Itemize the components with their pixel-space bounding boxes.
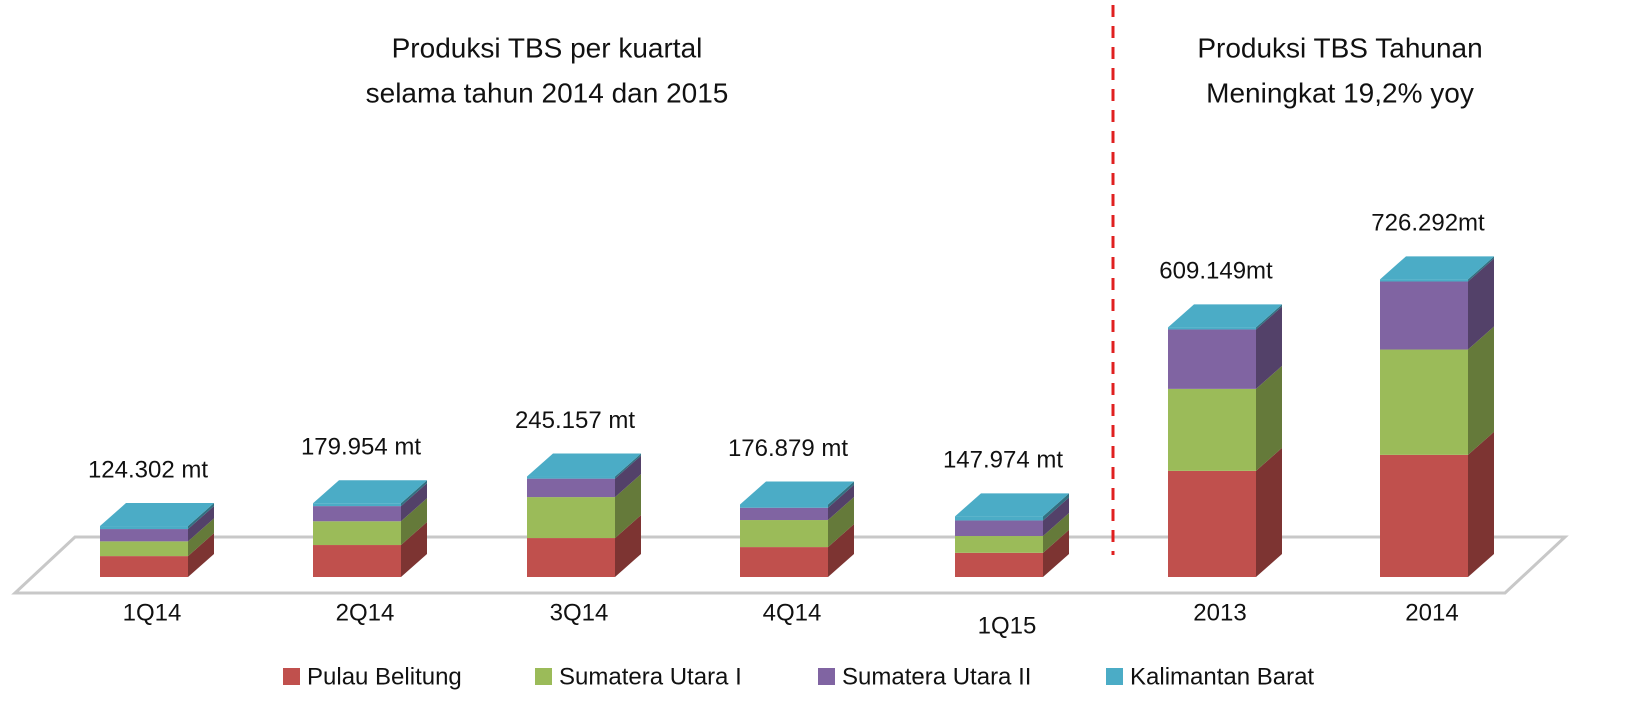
total-label: 726.292mt: [1371, 210, 1485, 237]
bar: [1168, 327, 1256, 330]
bar-side: [401, 480, 427, 507]
x-tick-label: 1Q15: [978, 612, 1037, 639]
bar-side: [615, 453, 641, 479]
bar-side: [188, 533, 214, 577]
chart-title: Produksi TBS per kuartal: [392, 32, 703, 63]
bar-side: [1468, 256, 1494, 282]
legend-label: Kalimantan Barat: [1130, 663, 1314, 690]
bar-side: [1256, 365, 1282, 471]
bar: [527, 478, 615, 498]
bar: [313, 521, 401, 546]
bar-side: [1043, 497, 1069, 537]
total-label: 245.157 mt: [515, 407, 635, 434]
bar: [740, 504, 828, 508]
bar: [100, 529, 188, 542]
bar-side: [828, 484, 854, 521]
bar: [955, 520, 1043, 537]
bar: [313, 545, 401, 577]
bar: [100, 541, 188, 557]
bar-top: [100, 503, 214, 527]
legend-swatch: [1106, 668, 1123, 685]
bar: [1380, 281, 1468, 350]
bar-side: [828, 524, 854, 577]
bar: [527, 476, 615, 479]
bar-side: [828, 497, 854, 548]
bar: [1380, 279, 1468, 282]
bar-side: [828, 481, 854, 508]
legend-label: Sumatera Utara I: [559, 663, 742, 690]
bar: [100, 526, 188, 530]
chart-title: selama tahun 2014 dan 2015: [366, 77, 729, 108]
x-tick-label: 4Q14: [763, 599, 822, 626]
legend-swatch: [535, 668, 552, 685]
bar-side: [1256, 447, 1282, 577]
bar-side: [1043, 529, 1069, 577]
legend-label: Pulau Belitung: [307, 663, 462, 690]
bar-side: [401, 522, 427, 577]
bar-top: [1380, 256, 1494, 280]
bar-top: [740, 481, 854, 505]
x-tick-label: 3Q14: [550, 599, 609, 626]
total-label: 609.149mt: [1159, 258, 1273, 285]
bar-side: [615, 455, 641, 498]
legend-swatch: [818, 668, 835, 685]
x-tick-label: 2Q14: [336, 599, 395, 626]
x-tick-label: 2014: [1405, 599, 1458, 626]
total-label: 147.974 mt: [943, 447, 1063, 474]
bar-top: [1168, 304, 1282, 328]
bar: [527, 538, 615, 577]
bar: [1380, 454, 1468, 577]
bar-side: [1468, 258, 1494, 350]
bar-side: [615, 515, 641, 577]
bar-side: [188, 503, 214, 530]
legend-label: Sumatera Utara II: [842, 663, 1031, 690]
bar: [955, 552, 1043, 577]
bar: [313, 506, 401, 522]
bar: [100, 556, 188, 577]
total-label: 179.954 mt: [301, 434, 421, 461]
bar-side: [188, 518, 214, 557]
x-tick-label: 1Q14: [123, 599, 182, 626]
bar-top: [955, 493, 1069, 517]
total-label: 176.879 mt: [728, 435, 848, 462]
bar-top: [527, 453, 641, 477]
total-label: 124.302 mt: [88, 456, 208, 483]
bar-side: [401, 498, 427, 546]
bar: [740, 507, 828, 521]
x-tick-label: 2013: [1193, 599, 1246, 626]
bar: [955, 536, 1043, 553]
bar: [740, 547, 828, 577]
bar-side: [188, 506, 214, 542]
bar-side: [1468, 431, 1494, 577]
bar: [1168, 388, 1256, 471]
bar-top: [313, 480, 427, 504]
legend-swatch: [283, 668, 300, 685]
bar-side: [615, 474, 641, 539]
bar: [527, 497, 615, 539]
bar-side: [1256, 304, 1282, 330]
bar: [1168, 470, 1256, 577]
bar: [955, 516, 1043, 521]
chart-title: Produksi TBS Tahunan: [1197, 32, 1482, 63]
bar-side: [1256, 306, 1282, 389]
bar: [740, 520, 828, 548]
bar-side: [1043, 493, 1069, 521]
bar: [1380, 349, 1468, 455]
bar: [1168, 329, 1256, 389]
bar: [313, 503, 401, 507]
bar-side: [1468, 326, 1494, 455]
bar-side: [401, 483, 427, 522]
chart-title: Meningkat 19,2% yoy: [1206, 77, 1474, 108]
bar-side: [1043, 513, 1069, 553]
